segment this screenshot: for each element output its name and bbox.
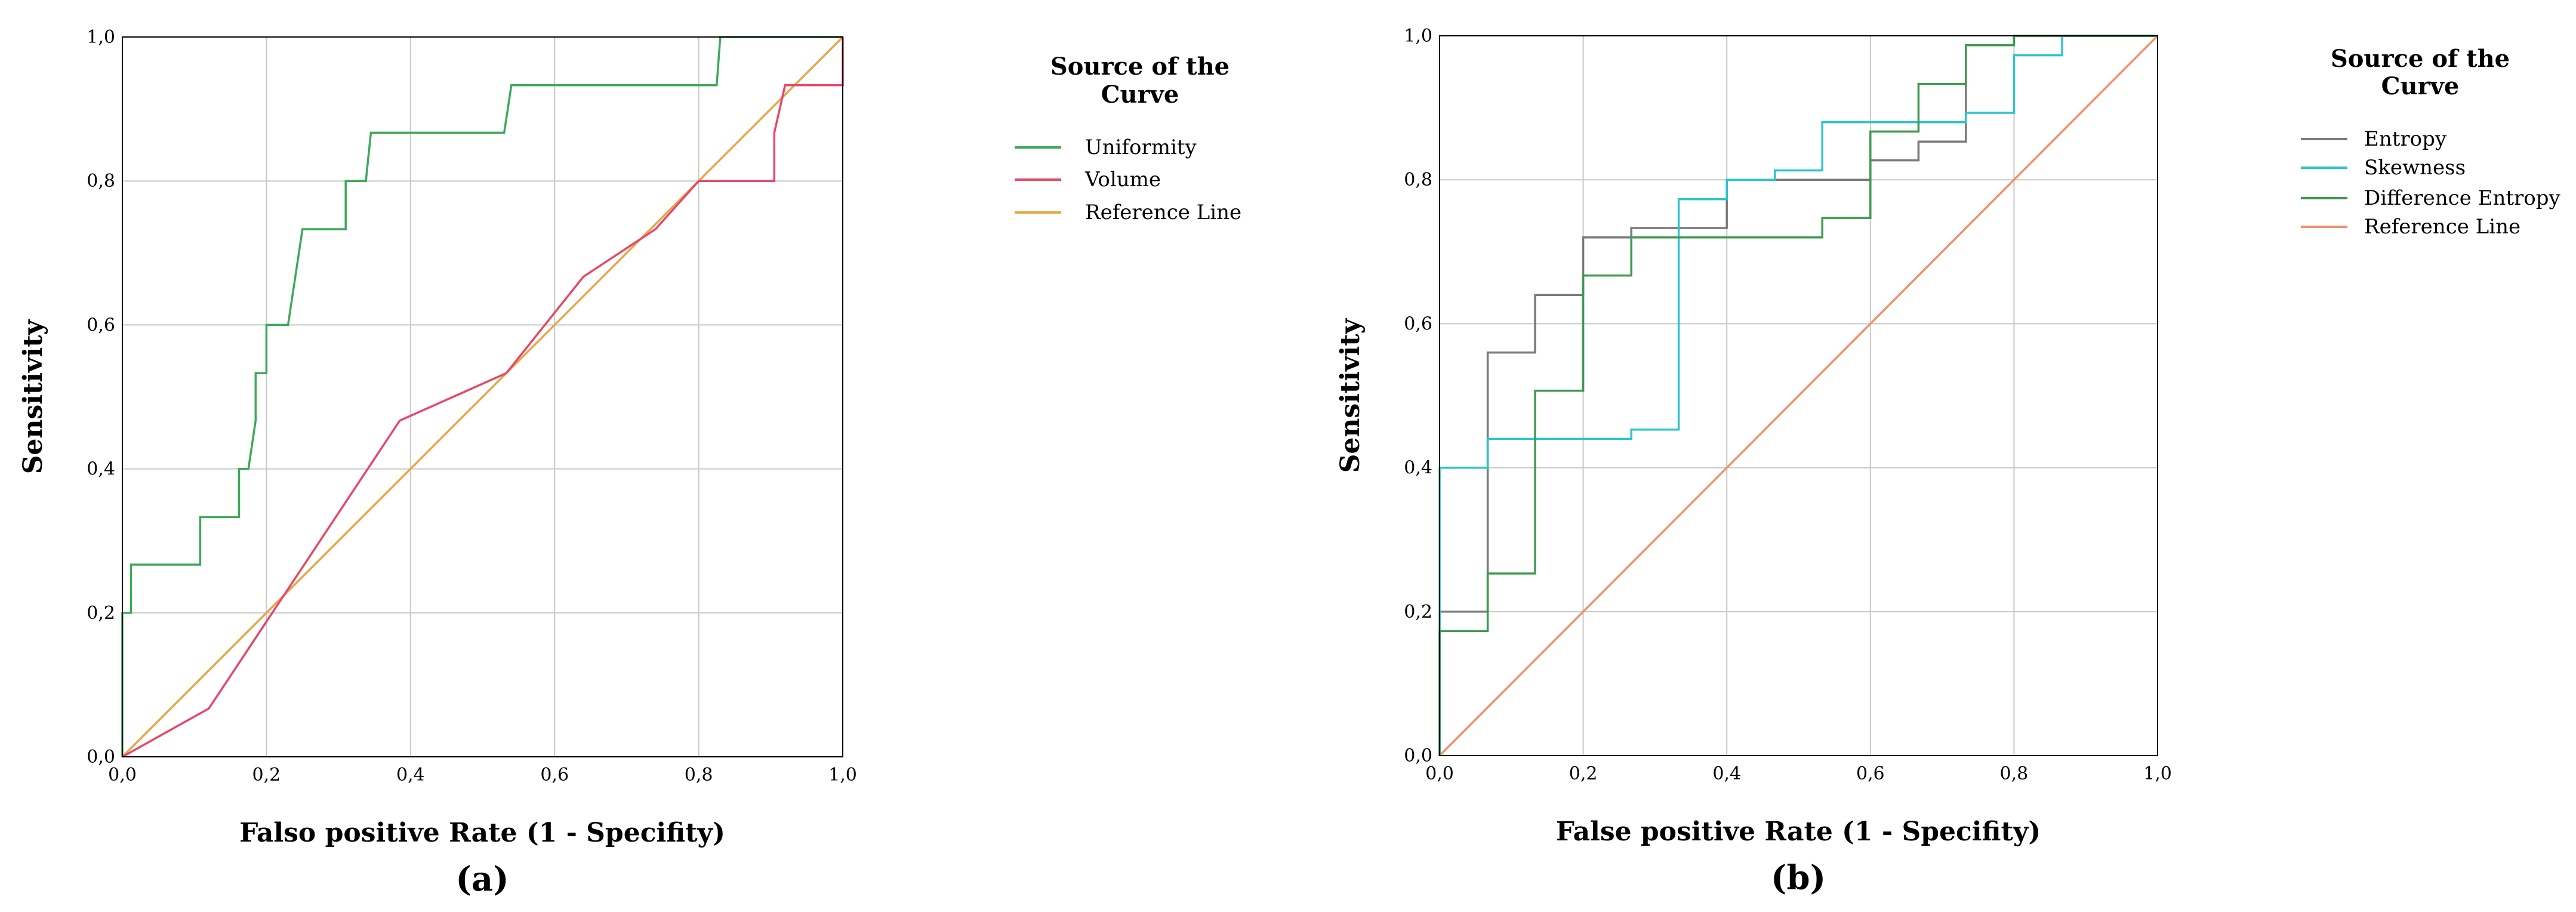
y-tick-label: 0,2 (87, 603, 115, 624)
x-tick-label: 0,8 (2000, 763, 2029, 784)
y-axis-label: Sensitivity (18, 319, 48, 474)
panel-b: 0,0 0,2 0,4 0,6 0,8 1,0 0,0 0,2 0,4 0,6 … (1335, 26, 2172, 898)
legend-label: Skewness (2364, 156, 2466, 180)
series-line-reference-line (1438, 35, 2159, 757)
y-tick-label: 0,4 (87, 459, 115, 480)
x-tick-label: 0,4 (396, 765, 425, 785)
y-tick-label: 1,0 (87, 27, 115, 48)
legend-entry: Uniformity (1015, 135, 1197, 159)
y-axis-label: Sensitivity (1335, 318, 1366, 473)
y-tick-label: 0,2 (1404, 602, 1432, 623)
series-line-reference-line (121, 36, 844, 758)
plot-border (1439, 35, 2158, 756)
legend-entry: Entropy (2301, 127, 2447, 151)
legend-entry: Skewness (2301, 156, 2466, 180)
grid (1440, 36, 2158, 756)
panel-label: (a) (455, 859, 509, 899)
series-line-volume (122, 37, 844, 758)
legend-title: Source of the (2331, 45, 2510, 73)
x-tick-labels: 0,0 0,2 0,4 0,6 0,8 1,0 (108, 765, 857, 785)
x-tick-label: 1,0 (828, 765, 857, 785)
legend-label: Difference Entropy (2364, 186, 2561, 210)
y-tick-label: 0,6 (87, 315, 115, 335)
series-line-difference-entropy (1438, 35, 2158, 756)
panel-a: 0,0 0,2 0,4 0,6 0,8 1,0 0,0 0,2 0,4 0,6 … (18, 27, 857, 899)
y-tick-labels: 0,0 0,2 0,4 0,6 0,8 1,0 (87, 27, 115, 768)
legend-a: Source of the Curve Uniformity Volume Re… (1015, 53, 1241, 224)
x-tick-label: 0,6 (540, 765, 569, 785)
grid (122, 37, 843, 757)
y-tick-label: 0,8 (87, 171, 115, 192)
x-tick-labels: 0,0 0,2 0,4 0,6 0,8 1,0 (1425, 763, 2172, 784)
x-tick-label: 1,0 (2143, 763, 2172, 784)
series-line-uniformity (121, 36, 843, 757)
y-tick-label: 0,4 (1404, 458, 1432, 479)
x-axis-label: False positive Rate (1 - Specifity) (1556, 817, 2041, 847)
series-lines (121, 36, 844, 758)
legend-label: Reference Line (1085, 201, 1241, 224)
legend-label: Entropy (2364, 127, 2447, 151)
legend-b: Source of the Curve Entropy Skewness Dif… (2301, 45, 2561, 239)
legend-entry: Difference Entropy (2301, 186, 2561, 210)
y-tick-label: 0,8 (1404, 170, 1432, 190)
y-tick-label: 0,6 (1404, 313, 1432, 334)
y-tick-label: 0,0 (1404, 745, 1432, 766)
x-tick-label: 0,2 (1569, 763, 1598, 784)
x-tick-label: 0,4 (1712, 763, 1741, 784)
y-tick-label: 1,0 (1404, 26, 1432, 47)
legend-entry: Reference Line (2301, 215, 2520, 239)
x-tick-label: 0,2 (252, 765, 281, 785)
panel-label: (b) (1771, 858, 1826, 898)
legend-label: Reference Line (2364, 215, 2520, 239)
legend-label: Volume (1084, 168, 1161, 192)
legend-entry: Reference Line (1015, 201, 1241, 224)
x-tick-label: 0,0 (108, 765, 137, 785)
series-lines (1438, 35, 2159, 757)
x-tick-label: 0,0 (1425, 763, 1454, 784)
legend-title: Curve (1101, 81, 1179, 109)
plot-border (122, 36, 843, 757)
legend-title: Curve (2381, 72, 2460, 100)
y-tick-labels: 0,0 0,2 0,4 0,6 0,8 1,0 (1404, 26, 1432, 766)
x-tick-label: 0,8 (685, 765, 713, 785)
legend-label: Uniformity (1085, 135, 1197, 159)
legend-entry: Volume (1015, 168, 1161, 192)
y-tick-label: 0,0 (87, 747, 115, 768)
legend-title: Source of the (1050, 53, 1230, 81)
x-tick-label: 0,6 (1856, 763, 1885, 784)
x-axis-label: Falso positive Rate (1 - Specifity) (239, 818, 725, 848)
